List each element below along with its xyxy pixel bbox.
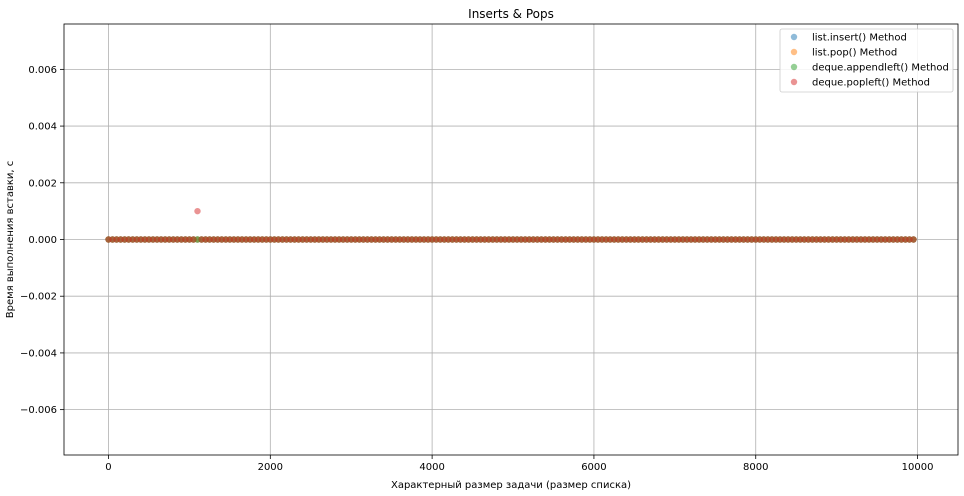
chart-title: Inserts & Pops — [468, 7, 554, 21]
y-tick-label: 0.000 — [28, 235, 57, 246]
y-tick-label: 0.002 — [28, 178, 57, 189]
x-tick-label: 10000 — [902, 462, 934, 473]
data-point — [190, 236, 197, 243]
x-axis-label: Характерный размер задачи (размер списка… — [391, 480, 631, 491]
legend-marker — [790, 63, 798, 71]
x-tick-label: 8000 — [743, 462, 768, 473]
y-tick-label: −0.004 — [20, 348, 57, 359]
y-tick-label: 0.006 — [28, 65, 57, 76]
legend-box — [779, 28, 954, 93]
x-tick-label: 4000 — [419, 462, 444, 473]
x-tick-label: 2000 — [258, 462, 283, 473]
legend-label: list.pop() Method — [812, 48, 897, 59]
legend-label: list.insert() Method — [812, 33, 907, 44]
legend-marker — [790, 78, 798, 86]
legend-label: deque.popleft() Method — [812, 78, 930, 89]
legend-marker — [790, 33, 798, 41]
legend-label: deque.appendleft() Method — [812, 63, 949, 74]
x-tick-label: 0 — [105, 462, 111, 473]
y-tick-label: −0.006 — [20, 405, 57, 416]
y-tick-label: −0.002 — [20, 292, 57, 303]
data-point — [910, 236, 917, 243]
y-axis-label: Время выполнения вставки, с — [5, 161, 16, 319]
x-tick-label: 6000 — [581, 462, 606, 473]
data-point-outlier — [194, 207, 201, 215]
legend-marker — [790, 48, 798, 56]
axis-ticks: 0 2000 4000 6000 8000 10000 0.006 0.004 0.002 0.0… — [20, 65, 933, 473]
series-points — [105, 207, 917, 243]
data-points — [105, 207, 917, 243]
y-tick-label: 0.004 — [28, 122, 57, 133]
legend: list.insert() Method list.pop() Method deq… — [779, 28, 954, 93]
